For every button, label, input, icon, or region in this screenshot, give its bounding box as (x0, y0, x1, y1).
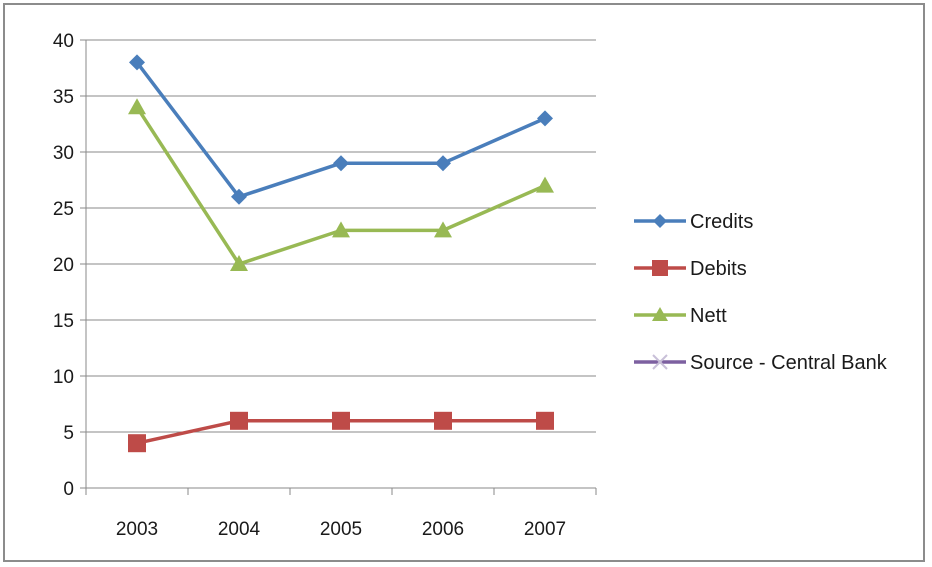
legend-entry: Nett (634, 305, 727, 327)
y-tick-label: 30 (53, 143, 74, 164)
y-tick-label: 40 (53, 31, 74, 52)
series-credits (129, 54, 553, 205)
x-tick-label: 2007 (524, 519, 566, 540)
x-axis-ticks: 2003 2004 2005 2006 2007 (116, 519, 566, 540)
y-tick-label: 20 (53, 255, 74, 276)
series-line (135, 61, 546, 199)
y-axis-ticks: 0 5 10 15 20 25 30 35 40 (53, 31, 74, 500)
legend-entry: Debits (634, 258, 747, 280)
y-tick-label: 35 (53, 87, 74, 108)
data-point (536, 176, 554, 193)
legend-marker (652, 354, 668, 370)
data-point (230, 255, 248, 271)
x-tick-label: 2003 (116, 519, 158, 540)
series-debits (128, 411, 554, 453)
y-tick-label: 5 (63, 423, 74, 444)
y-tick-label: 25 (53, 199, 74, 220)
y-tick-label: 0 (63, 479, 74, 500)
data-point (231, 188, 247, 205)
data-point (434, 411, 452, 430)
legend-marker (652, 260, 668, 276)
legend-label: Nett (690, 305, 727, 327)
data-point (128, 98, 146, 115)
data-point (230, 411, 248, 430)
legend: Credits Debits Nett Source - Central Bank (634, 211, 888, 374)
x-tick-label: 2006 (422, 519, 464, 540)
legend-label: Credits (690, 211, 753, 233)
data-point (332, 411, 350, 430)
data-point (128, 434, 146, 453)
legend-label: Source - Central Bank (690, 352, 888, 374)
series-line (135, 106, 546, 266)
data-point (129, 54, 145, 71)
legend-entry: Source - Central Bank (634, 352, 888, 374)
data-point (332, 221, 350, 238)
legend-marker (653, 214, 667, 228)
data-point (537, 110, 553, 127)
data-point (435, 155, 451, 172)
series-nett (128, 98, 554, 271)
data-point (536, 411, 554, 430)
series-lines (128, 54, 554, 453)
data-point (333, 155, 349, 172)
x-tick-label: 2004 (218, 519, 261, 540)
y-tick-label: 10 (53, 367, 74, 388)
x-tick-label: 2005 (320, 519, 362, 540)
gridlines (86, 39, 596, 433)
legend-entry: Credits (634, 211, 753, 233)
legend-label: Debits (690, 258, 747, 280)
y-tick-label: 15 (53, 311, 74, 332)
legend-marker (652, 307, 668, 321)
axes (80, 39, 597, 495)
data-point (434, 221, 452, 238)
